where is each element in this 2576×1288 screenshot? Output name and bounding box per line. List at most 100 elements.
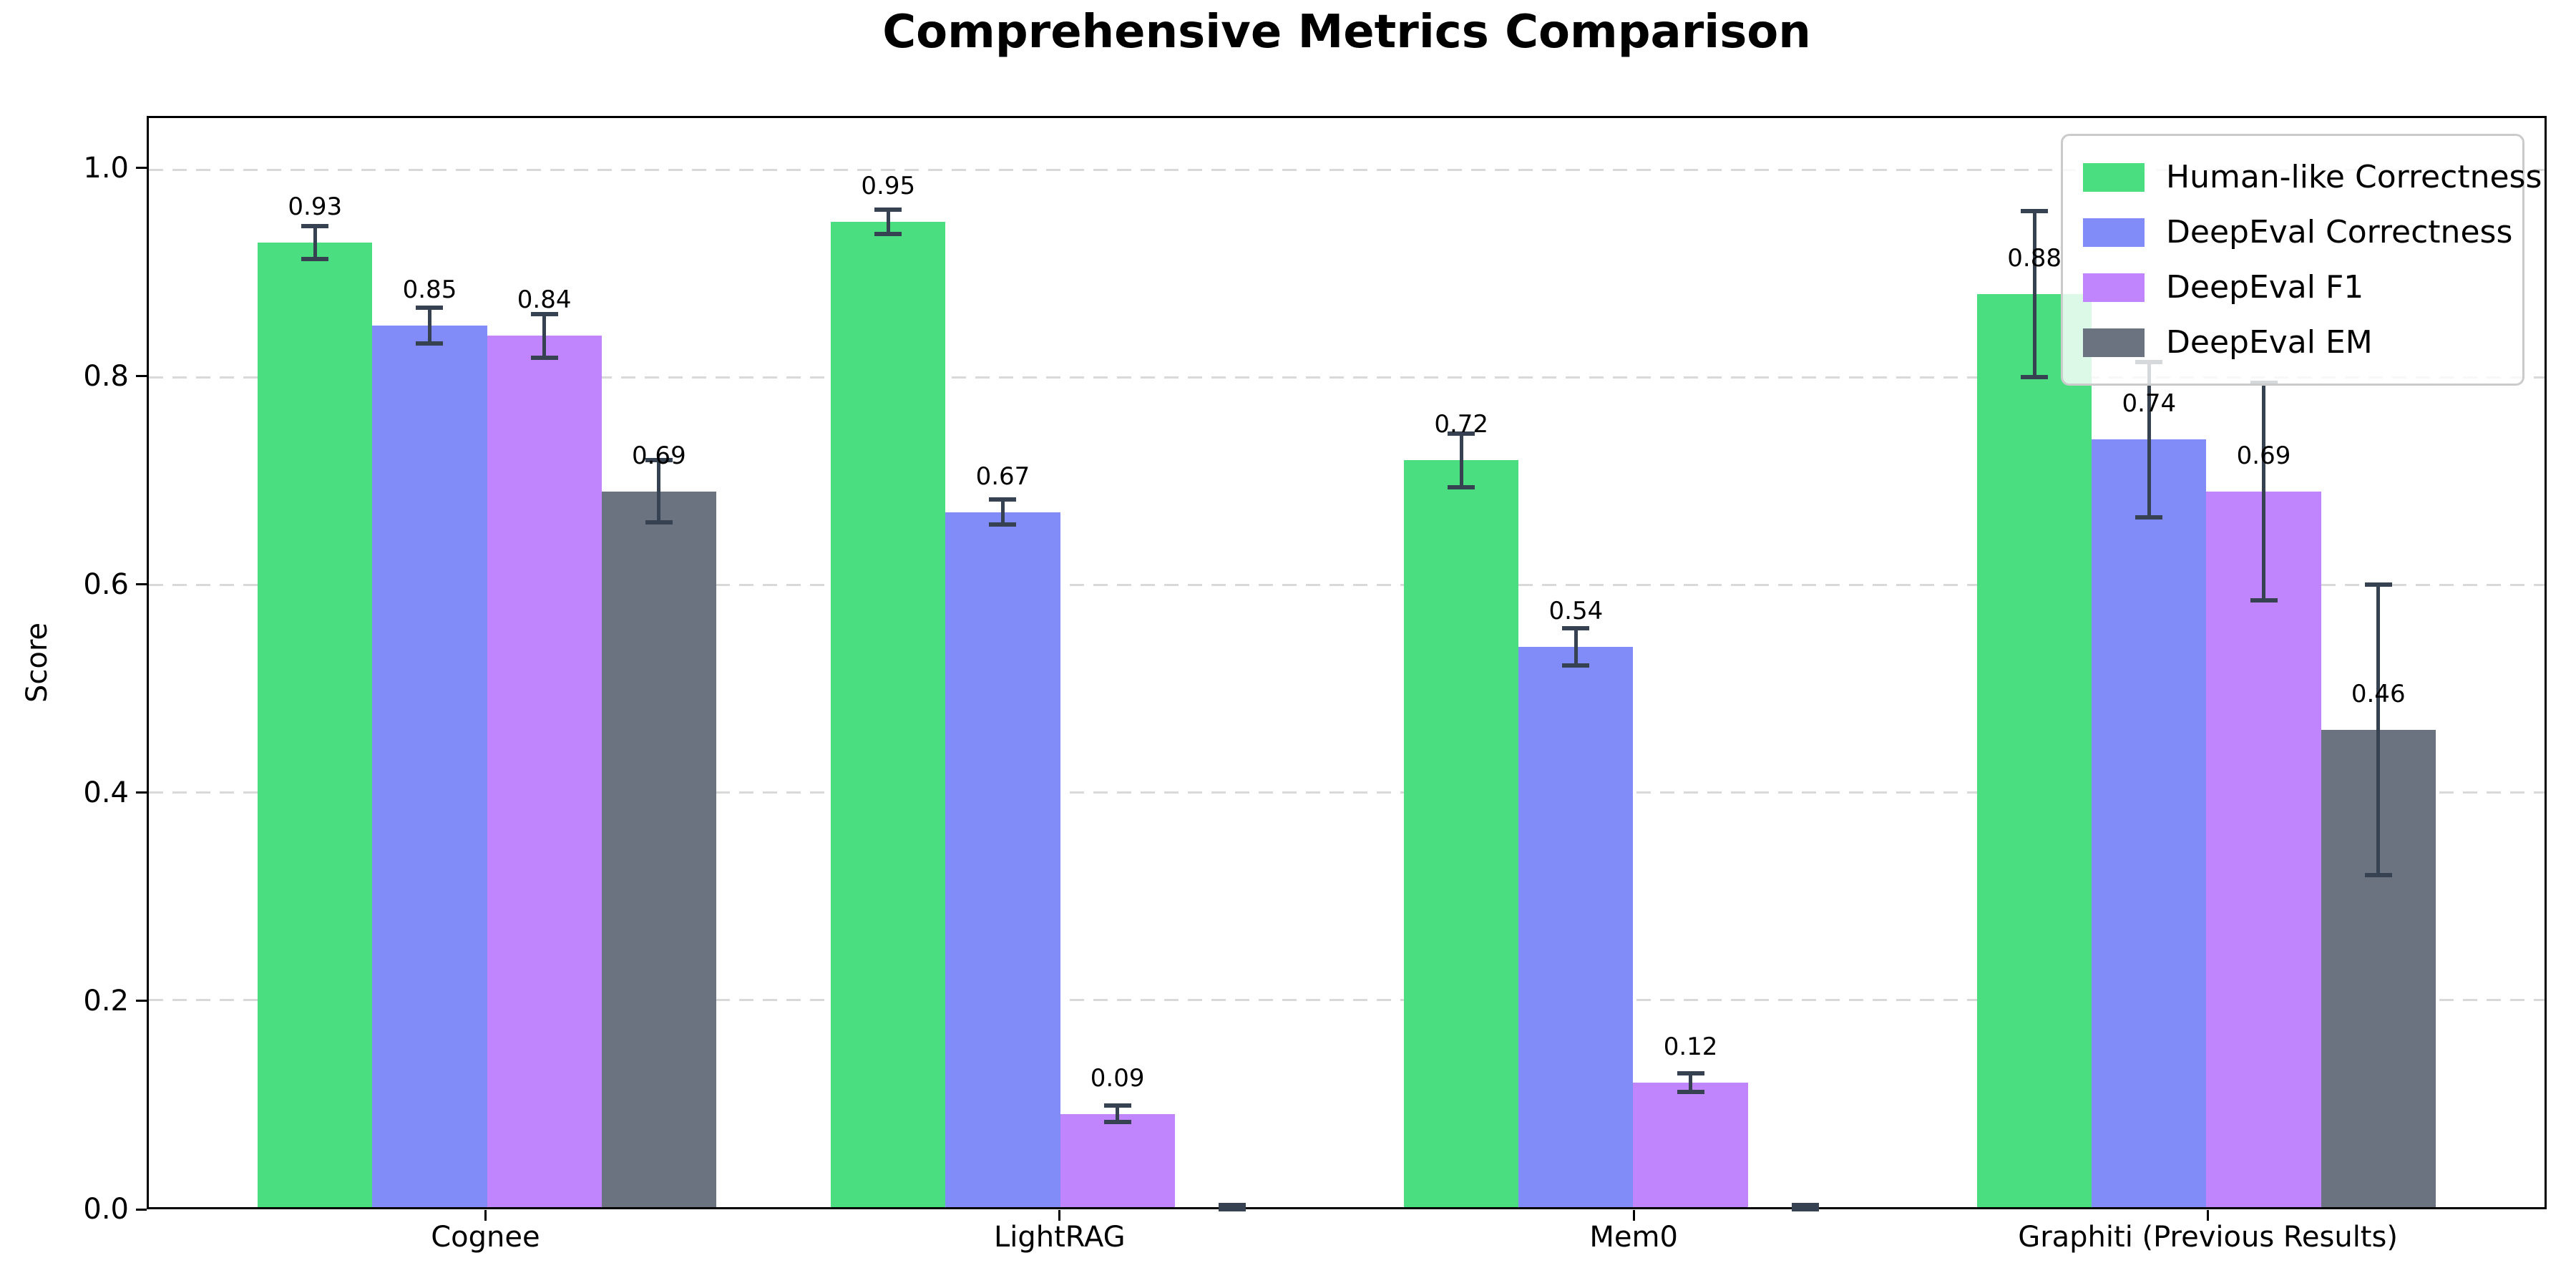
error-cap-top [2364, 582, 2392, 587]
error-line [1000, 499, 1005, 525]
error-line [2262, 382, 2266, 601]
y-tick-label: 1.0 [83, 151, 129, 185]
error-cap-bottom [1103, 1120, 1131, 1125]
gridline [149, 376, 2545, 379]
x-tick-label: Graphiti (Previous Results) [2018, 1221, 2398, 1254]
value-label: 0.84 [517, 286, 572, 315]
bar [1977, 294, 2092, 1207]
gridline [149, 583, 2545, 586]
bar [2206, 491, 2321, 1207]
error-cap-bottom [1791, 1206, 1819, 1211]
gridline [149, 998, 2545, 1001]
x-tick-label: LightRAG [993, 1221, 1126, 1254]
error-line [2376, 585, 2381, 876]
value-label: 0.74 [2122, 389, 2177, 419]
error-cap-top [645, 458, 673, 463]
error-cap-bottom [1448, 485, 1475, 490]
gridline [149, 791, 2545, 794]
error-cap-top [1791, 1203, 1819, 1208]
error-cap-top [2021, 209, 2049, 214]
y-tick-mark [136, 791, 147, 794]
error-cap-top [1562, 626, 1590, 631]
legend-item: Human-like Correctness [2083, 159, 2542, 195]
error-cap-bottom [1677, 1090, 1704, 1095]
y-tick-label: 0.8 [83, 359, 129, 393]
error-cap-bottom [874, 232, 902, 237]
y-tick-label: 0.6 [83, 567, 129, 601]
legend-swatch [2083, 218, 2145, 247]
legend-swatch [2083, 273, 2145, 302]
error-line [542, 313, 547, 358]
legend: Human-like Correctness DeepEval Correctne… [2061, 134, 2542, 386]
error-cap-top [301, 223, 329, 228]
error-line [2032, 211, 2036, 378]
error-cap-bottom [1218, 1206, 1246, 1211]
value-label: 0.09 [1090, 1063, 1145, 1093]
bar [1518, 647, 1634, 1207]
legend-label: Human-like Correctness [2166, 159, 2542, 195]
error-cap-bottom [645, 520, 673, 525]
bar [258, 242, 373, 1207]
legend-item: DeepEval EM [2083, 324, 2502, 361]
error-line [1116, 1105, 1120, 1123]
bar [945, 512, 1060, 1207]
error-line [427, 308, 431, 343]
error-cap-top [1218, 1203, 1246, 1208]
legend-label: DeepEval F1 [2166, 269, 2364, 306]
value-label: 0.88 [2007, 244, 2062, 273]
bar [487, 336, 602, 1207]
error-cap-bottom [989, 522, 1017, 527]
bar [831, 221, 946, 1207]
legend-swatch [2083, 328, 2145, 357]
bar [1633, 1083, 1748, 1207]
y-tick-mark [136, 1000, 147, 1002]
x-tick-mark [2207, 1210, 2210, 1221]
x-tick-mark [1058, 1210, 1061, 1221]
legend-item: DeepEval F1 [2083, 269, 2502, 306]
error-cap-bottom [1562, 663, 1590, 668]
error-line [313, 225, 317, 260]
bar [2092, 439, 2207, 1207]
error-cap-bottom [2021, 375, 2049, 380]
y-tick-label: 0.0 [83, 1193, 129, 1226]
error-line [1459, 433, 1463, 488]
value-label: 0.69 [631, 441, 686, 470]
y-tick-mark [136, 583, 147, 586]
y-axis-title: Score [21, 622, 54, 703]
error-cap-bottom [2364, 873, 2392, 878]
x-tick-label: Mem0 [1589, 1221, 1678, 1254]
value-label: 0.85 [402, 275, 457, 304]
bar [1404, 460, 1519, 1207]
error-cap-top [1677, 1071, 1704, 1075]
y-tick-mark [136, 1208, 147, 1211]
legend-swatch [2083, 162, 2145, 192]
value-label: 0.95 [861, 171, 916, 200]
error-cap-top [416, 306, 444, 311]
error-line [2147, 361, 2151, 518]
value-label: 0.46 [2351, 680, 2406, 709]
y-tick-mark [136, 167, 147, 170]
x-tick-label: Cognee [431, 1221, 540, 1254]
error-cap-bottom [2250, 598, 2278, 603]
value-label: 0.69 [2236, 441, 2291, 470]
legend-label: DeepEval Correctness [2166, 214, 2513, 250]
legend-item: DeepEval Correctness [2083, 214, 2512, 250]
error-cap-top [874, 207, 902, 212]
value-label: 0.54 [1548, 597, 1604, 626]
error-cap-bottom [530, 355, 558, 360]
error-cap-top [1448, 431, 1475, 436]
legend-label: DeepEval EM [2166, 324, 2373, 361]
error-line [1574, 628, 1578, 666]
x-tick-mark [484, 1210, 487, 1221]
bar [372, 325, 487, 1207]
error-line [886, 209, 890, 235]
value-label: 0.72 [1434, 410, 1489, 439]
error-cap-top [989, 497, 1017, 502]
error-cap-bottom [301, 257, 329, 262]
value-label: 0.67 [975, 462, 1030, 491]
error-cap-bottom [2135, 515, 2163, 520]
error-cap-top [1103, 1103, 1131, 1108]
bar [1060, 1113, 1175, 1207]
bar [601, 491, 716, 1207]
